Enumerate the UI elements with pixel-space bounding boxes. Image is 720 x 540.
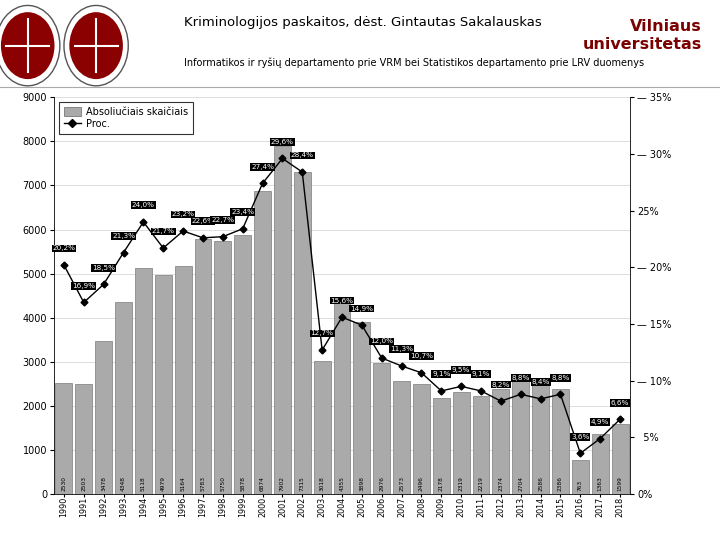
Bar — [55, 382, 73, 494]
Text: 23,4%: 23,4% — [231, 209, 254, 215]
Circle shape — [69, 12, 123, 79]
Bar — [115, 302, 132, 494]
Bar — [492, 389, 509, 494]
Text: 8,2%: 8,2% — [492, 381, 510, 388]
Bar — [215, 240, 231, 494]
Legend: Absoliučiais skaičiais, Proc.: Absoliučiais skaičiais, Proc. — [59, 102, 193, 134]
Text: 28,4%: 28,4% — [291, 152, 314, 158]
Text: 27,4%: 27,4% — [251, 164, 274, 170]
Text: 2178: 2178 — [438, 476, 444, 490]
Text: 3478: 3478 — [101, 476, 106, 490]
Bar — [472, 396, 490, 494]
Text: Kriminologijos paskaitos, dėst. Gintautas Sakalauskas: Kriminologijos paskaitos, dėst. Gintauta… — [184, 16, 541, 29]
Circle shape — [1, 12, 55, 79]
Text: 2530: 2530 — [61, 476, 66, 490]
Text: 14,9%: 14,9% — [351, 306, 374, 312]
Text: 5878: 5878 — [240, 476, 246, 490]
Text: 23,2%: 23,2% — [171, 211, 194, 218]
Bar — [532, 380, 549, 494]
Text: 12,7%: 12,7% — [310, 330, 333, 336]
Bar — [175, 266, 192, 494]
Text: 24,0%: 24,0% — [132, 202, 155, 208]
Text: 2704: 2704 — [518, 476, 523, 490]
Text: 9,1%: 9,1% — [472, 372, 490, 377]
Text: 3,6%: 3,6% — [571, 434, 590, 440]
Bar — [354, 322, 370, 494]
Bar — [433, 398, 450, 494]
Text: 5750: 5750 — [220, 476, 225, 490]
Text: 2319: 2319 — [459, 476, 464, 490]
Text: Informatikos ir ryšių departamento prie VRM bei Statistikos departamento prie LR: Informatikos ir ryšių departamento prie … — [184, 58, 644, 69]
Bar — [135, 268, 152, 494]
Text: 6874: 6874 — [260, 476, 265, 490]
Bar — [274, 146, 291, 494]
Bar — [413, 384, 430, 494]
Text: 12,0%: 12,0% — [370, 339, 393, 345]
Text: 2573: 2573 — [399, 476, 404, 490]
Bar — [155, 274, 171, 494]
Text: 2496: 2496 — [419, 476, 424, 490]
Text: 8,4%: 8,4% — [531, 379, 550, 385]
Bar — [194, 239, 212, 494]
Text: 2586: 2586 — [538, 476, 543, 490]
Bar — [333, 302, 351, 494]
Text: 4,9%: 4,9% — [591, 419, 609, 425]
Text: 20,2%: 20,2% — [53, 245, 76, 252]
Text: 2386: 2386 — [558, 476, 563, 490]
Text: 8,8%: 8,8% — [552, 375, 570, 381]
Text: 4355: 4355 — [340, 476, 344, 490]
Text: 21,3%: 21,3% — [112, 233, 135, 239]
Text: 10,7%: 10,7% — [410, 353, 433, 359]
Text: 4979: 4979 — [161, 476, 166, 490]
Text: 5164: 5164 — [181, 476, 186, 490]
Text: 8,8%: 8,8% — [512, 375, 530, 381]
Text: 22,7%: 22,7% — [212, 217, 234, 223]
Text: 9,1%: 9,1% — [432, 372, 451, 377]
Bar — [611, 423, 629, 494]
Text: 5118: 5118 — [141, 476, 146, 490]
Bar — [314, 361, 330, 494]
Text: 2374: 2374 — [498, 476, 503, 490]
Bar — [592, 434, 608, 494]
Text: 9,5%: 9,5% — [452, 367, 470, 373]
Bar — [95, 341, 112, 494]
Text: 3018: 3018 — [320, 476, 325, 490]
Bar — [234, 235, 251, 494]
Text: 15,6%: 15,6% — [330, 298, 354, 303]
Text: 18,5%: 18,5% — [92, 265, 115, 271]
Text: 7315: 7315 — [300, 476, 305, 490]
Text: 1599: 1599 — [618, 476, 623, 490]
Bar — [393, 381, 410, 494]
Bar — [373, 363, 390, 494]
Bar — [294, 172, 311, 494]
Text: 3898: 3898 — [359, 476, 364, 490]
Text: 763: 763 — [578, 480, 583, 490]
Text: 6,6%: 6,6% — [611, 400, 629, 406]
Text: 1363: 1363 — [598, 476, 603, 490]
Text: 21,7%: 21,7% — [152, 228, 175, 234]
Text: 22,6%: 22,6% — [192, 218, 215, 224]
Text: 29,6%: 29,6% — [271, 139, 294, 145]
Text: 11,3%: 11,3% — [390, 346, 413, 352]
Text: 5783: 5783 — [200, 476, 205, 490]
Bar — [572, 461, 589, 494]
Bar — [552, 389, 569, 494]
Text: Vilniaus
universitetas: Vilniaus universitetas — [582, 19, 702, 52]
Bar — [513, 375, 529, 494]
Text: 4348: 4348 — [121, 476, 126, 490]
Bar — [453, 392, 469, 494]
Bar — [254, 191, 271, 494]
Text: 2976: 2976 — [379, 476, 384, 490]
Bar — [76, 384, 92, 494]
Text: 16,9%: 16,9% — [72, 283, 95, 289]
Text: 2503: 2503 — [81, 476, 86, 490]
Text: 2219: 2219 — [479, 476, 484, 490]
Text: 7902: 7902 — [280, 476, 285, 490]
